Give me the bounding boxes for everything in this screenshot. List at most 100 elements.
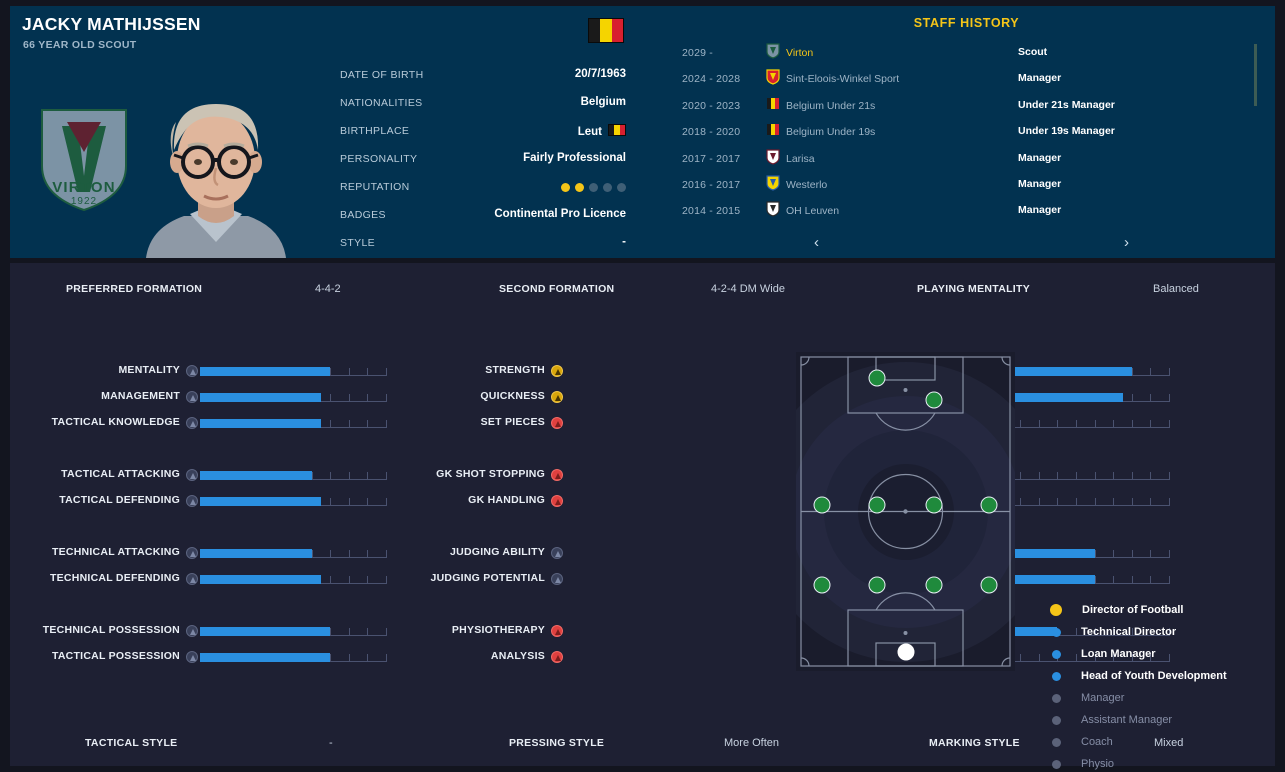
formation-pitch[interactable]: [796, 352, 1015, 671]
attribute-importance-icon: [186, 651, 198, 663]
history-years: 2029 -: [682, 47, 713, 59]
attribute-importance-icon: [551, 469, 563, 481]
attribute-row: TECHNICAL ATTACKING: [10, 542, 430, 568]
attribute-row: ANALYSIS: [430, 646, 1170, 672]
pitch-player[interactable]: [868, 496, 886, 514]
club-logo-icon: [766, 43, 780, 59]
info-row-reputation: REPUTATION: [340, 178, 626, 206]
staff-history-nav: ‹ ›: [658, 234, 1258, 256]
role-row[interactable]: Physio: [1032, 753, 1284, 772]
pitch-player[interactable]: [925, 496, 943, 514]
info-row-nationalities: NATIONALITIES Belgium: [340, 94, 626, 122]
role-suitability-dot: [1052, 715, 1061, 725]
staff-history-row[interactable]: 2020 - 2023 Belgium Under 21s Under 21s Ma…: [658, 95, 1258, 121]
pitch-player[interactable]: [813, 496, 831, 514]
attribute-bar-fill: [983, 575, 1095, 584]
attribute-bar-fill: [983, 549, 1095, 558]
role-row[interactable]: Manager: [1032, 687, 1284, 709]
info-label: BIRTHPLACE: [340, 125, 410, 137]
history-club-name: Westerlo: [786, 178, 828, 191]
role-row[interactable]: Loan Manager: [1032, 643, 1284, 665]
role-row[interactable]: Head of Youth Development: [1032, 665, 1284, 687]
history-club-name: Belgium Under 21s: [786, 99, 876, 112]
staff-history-row[interactable]: 2014 - 2015 OH Leuven Manager: [658, 200, 1258, 226]
attribute-label: TACTICAL POSSESSION: [51, 650, 180, 662]
attribute-label: GK SHOT STOPPING: [436, 468, 545, 480]
pitch-player[interactable]: [980, 576, 998, 594]
attribute-bar-fill: [200, 653, 331, 662]
marking-style-label: MARKING STYLE: [929, 737, 1020, 749]
attribute-label: TECHNICAL DEFENDING: [50, 572, 180, 584]
attribute-label: GK HANDLING: [468, 494, 545, 506]
role-label: Assistant Manager: [1081, 714, 1173, 726]
staff-history-row[interactable]: 2018 - 2020 Belgium Under 19s Under 19s Ma…: [658, 121, 1258, 147]
role-suitability-dot: [1052, 671, 1061, 681]
reputation-rating: [561, 183, 626, 192]
info-label: PERSONALITY: [340, 153, 418, 165]
history-prev-button[interactable]: ‹: [814, 234, 819, 251]
pitch-player[interactable]: [925, 391, 943, 409]
info-label: BADGES: [340, 209, 386, 221]
role-suitability-dot: [1052, 737, 1061, 747]
staff-history-row[interactable]: 2017 - 2017 Larisa Manager: [658, 148, 1258, 174]
pitch-player[interactable]: [980, 496, 998, 514]
role-row[interactable]: Director of Football: [1032, 599, 1284, 621]
attribute-bar-fill: [200, 367, 331, 376]
attribute-importance-icon: [186, 547, 198, 559]
tactical-style-label: TACTICAL STYLE: [85, 737, 178, 749]
role-row[interactable]: Assistant Manager: [1032, 709, 1284, 731]
attribute-importance-icon: [186, 469, 198, 481]
club-logo-icon: [766, 175, 780, 191]
info-row-style: STYLE -: [340, 234, 626, 258]
staff-history-scrollbar[interactable]: [1254, 44, 1257, 229]
info-label: DATE OF BIRTH: [340, 69, 424, 81]
history-next-button[interactable]: ›: [1124, 234, 1129, 251]
person-subtitle: 66 YEAR OLD SCOUT: [23, 39, 137, 51]
attribute-bar-track: [200, 575, 387, 584]
pitch-player[interactable]: [813, 576, 831, 594]
attribute-bar-fill: [200, 419, 321, 428]
staff-history-row[interactable]: 2024 - 2028 Sint-Eloois-Winkel Sport Manag…: [658, 68, 1258, 94]
history-club-name: Virton: [786, 47, 814, 59]
pitch-player[interactable]: [925, 576, 943, 594]
pitch-player[interactable]: [868, 576, 886, 594]
reputation-dot: [589, 183, 598, 192]
club-logo-icon: [766, 69, 780, 86]
pitch-markings-icon: [800, 356, 1011, 667]
history-role: Under 19s Manager: [1018, 125, 1115, 138]
pressing-style-value: More Often: [724, 737, 780, 749]
attribute-bar-track: [200, 471, 387, 480]
pitch-goalkeeper[interactable]: [897, 643, 914, 661]
attribute-row: JUDGING POTENTIAL: [430, 568, 1170, 594]
attribute-importance-icon: [551, 417, 563, 429]
staff-history-row[interactable]: 2029 - Virton Scout: [658, 42, 1258, 68]
role-suitability-dot: [1050, 604, 1062, 616]
page-title: JACKY MATHIJSSEN: [22, 14, 201, 34]
role-suitability-list: Director of Football Technical Director Lo…: [1032, 599, 1284, 772]
attribute-importance-icon: [551, 391, 563, 403]
attribute-bar-track: [200, 549, 387, 558]
marking-style-value: Mixed: [1154, 737, 1184, 749]
attribute-importance-icon: [551, 547, 563, 559]
attribute-bar-fill: [200, 549, 312, 558]
info-table: DATE OF BIRTH 20/7/1963 NATIONALITIES Be…: [340, 66, 626, 258]
info-value: Continental Pro Licence: [494, 208, 626, 220]
info-label: NATIONALITIES: [340, 97, 423, 109]
role-row[interactable]: Technical Director: [1032, 621, 1284, 643]
attribute-row: TACTICAL ATTACKING: [10, 464, 430, 490]
preferred-formation-value: 4-4-2: [315, 283, 341, 295]
attribute-importance-icon: [186, 625, 198, 637]
avatar: [132, 92, 300, 258]
attribute-bar-fill: [200, 627, 331, 636]
playing-mentality-value: Balanced: [1153, 283, 1199, 295]
role-row[interactable]: Coach: [1032, 731, 1284, 753]
attribute-label: SET PIECES: [480, 416, 545, 428]
attribute-bar-track: [200, 653, 387, 662]
attribute-label: MENTALITY: [118, 364, 180, 376]
staff-history-row[interactable]: 2016 - 2017 Westerlo Manager: [658, 174, 1258, 200]
attribute-bar-fill: [200, 497, 321, 506]
role-suitability-dot: [1052, 627, 1061, 637]
pitch-player[interactable]: [868, 369, 886, 387]
attribute-bar-track: [983, 549, 1170, 558]
role-suitability-dot: [1052, 693, 1061, 703]
